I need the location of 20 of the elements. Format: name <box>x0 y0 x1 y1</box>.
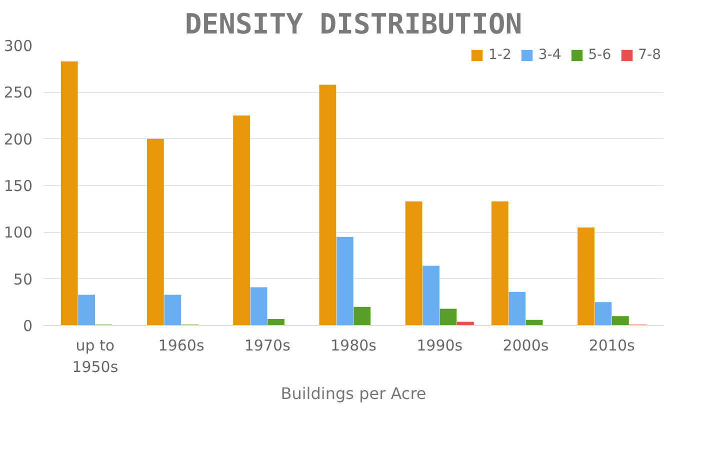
y-tick-label: 50 <box>13 270 33 288</box>
x-tick-label: 2000s <box>502 336 549 354</box>
x-tick-label: up to 1950s <box>72 336 118 376</box>
y-tick-label: 100 <box>4 224 33 242</box>
y-tick-label: 250 <box>4 84 33 102</box>
x-tick-label: 1980s <box>330 336 377 354</box>
x-axis-title: Buildings per Acre <box>280 384 426 404</box>
chart-title: DENSITY DISTRIBUTION <box>184 8 522 40</box>
legend-label: 1-2 <box>488 47 512 63</box>
legend-label: 3-4 <box>538 47 562 63</box>
y-tick-label: 300 <box>4 37 33 55</box>
y-tick-label: 0 <box>22 317 33 335</box>
legend-label: 7-8 <box>638 47 661 63</box>
y-tick-label: 150 <box>4 177 33 195</box>
x-tick-label: 2010s <box>588 336 636 354</box>
x-tick-label: 1960s <box>158 336 204 354</box>
legend-label: 5-6 <box>588 47 612 63</box>
x-tick-label: 1990s <box>416 336 463 354</box>
y-tick-label: 200 <box>4 130 33 148</box>
x-tick-label: 1970s <box>244 336 291 354</box>
